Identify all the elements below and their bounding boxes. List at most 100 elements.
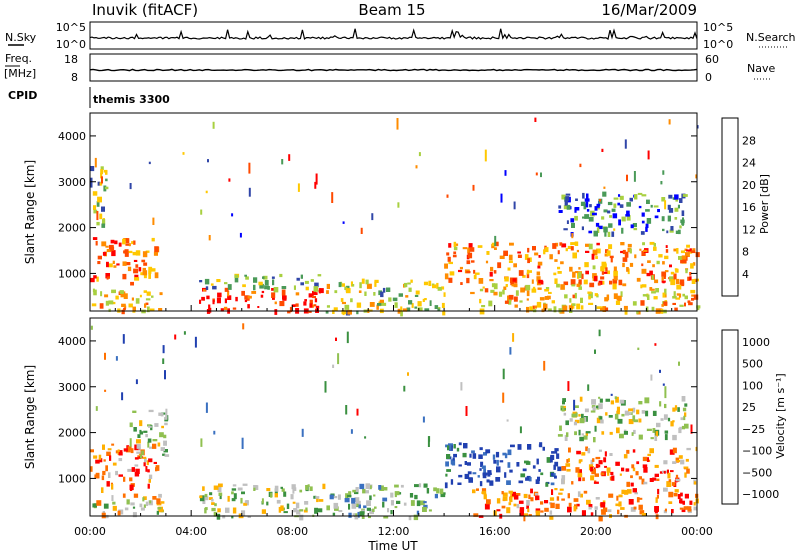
scatter-cell [407,282,411,285]
scatter-cell [113,265,117,268]
scatter-cell [304,299,307,302]
scatter-cell [526,477,529,480]
scatter-cell [333,502,339,509]
scatter-cell [473,274,477,280]
scatter-cell [201,296,205,301]
scatter-cell [645,306,649,312]
scatter-cell [274,492,278,498]
scatter-cell [394,302,398,308]
scatter-cell [681,396,686,402]
scatter-cell [528,270,532,273]
scatter-cell [641,212,645,217]
scatter-cell [636,310,639,314]
scatter-cell [530,497,534,502]
scatter-cell [132,512,137,518]
scatter-cell [107,276,110,279]
scatter-cell [478,278,484,284]
scatter-cell [499,255,505,259]
scatter-cell [664,508,667,512]
scatter-cell [537,265,541,269]
scatter-cell [338,510,343,513]
scatter-cell [159,432,164,438]
scatter-cell [453,251,457,255]
scatter-cell [135,264,139,268]
scatter-cell [613,270,618,277]
scatter-cell [670,226,674,231]
scatter-cell [642,456,648,462]
scatter-cell [490,266,494,272]
scatter-cell [133,268,139,274]
scatter-cell [603,457,607,463]
scatter-cell [411,303,414,308]
scatter-cell [687,506,692,512]
scatter-cell [300,274,303,279]
scatter-cell [486,450,489,454]
scatter-cell [112,501,116,505]
scatter-cell [514,304,518,308]
scatter-cell [553,464,556,470]
scatter-cell [503,250,508,256]
scatter-cell [262,276,265,279]
sparse-echo [407,372,409,376]
sparse-echo [331,192,334,203]
scatter-cell [164,417,168,420]
scatter-cell [618,219,621,226]
scatter-cell [309,299,313,305]
scatter-cell [507,267,511,271]
scatter-cell [551,451,555,454]
scatter-cell [598,460,603,465]
scatter-cell [102,251,107,256]
scatter-cell [413,514,419,521]
scatter-cell [204,493,208,498]
scatter-cell [295,292,300,296]
scatter-cell [597,282,601,286]
scatter-cell [96,201,100,207]
scatter-cell [670,470,674,473]
sparse-echo [534,117,537,122]
scatter-cell [618,194,621,197]
scatter-cell [147,469,150,473]
freq-unit: [MHz] [4,67,36,80]
scatter-cell [588,230,593,234]
sparse-echo [660,181,663,185]
scatter-cell [539,442,543,448]
scatter-cell [608,223,613,228]
scatter-cell [621,413,625,417]
scatter-cell [152,496,157,500]
scatter-cell [623,305,628,310]
scatter-cell [578,469,582,474]
scatter-cell [143,504,146,508]
scatter-cell [489,480,494,486]
scatter-cell [689,272,692,276]
colorbar-frame [721,117,739,297]
scatter-cell [503,286,507,290]
scatter-cell [468,478,473,483]
scatter-cell [535,495,540,501]
scatter-cell [139,420,143,427]
scatter-cell [305,507,308,511]
scatter-cell [129,422,133,428]
scatter-cell [603,226,608,233]
scatter-cell [242,284,246,288]
scatter-cell [118,450,123,453]
scatter-cell [596,417,601,424]
scatter-cell [117,510,121,516]
scatter-cell [684,423,689,429]
scatter-cell [101,223,106,228]
scatter-cell [135,468,140,474]
scatter-cell [334,290,338,294]
scatter-cell [531,279,534,284]
scatter-cell [580,493,583,498]
scatter-cell [137,434,141,438]
scatter-cell [133,240,136,245]
scatter-cell [561,408,565,412]
scatter-cell [453,453,457,458]
scatter-cell [660,418,664,421]
scatter-cell [90,449,94,453]
scatter-cell [669,264,672,268]
scatter-cell [410,279,413,283]
y-tick-label: 2000 [58,222,86,235]
scatter-cell [502,452,507,456]
scatter-cell [102,219,106,225]
